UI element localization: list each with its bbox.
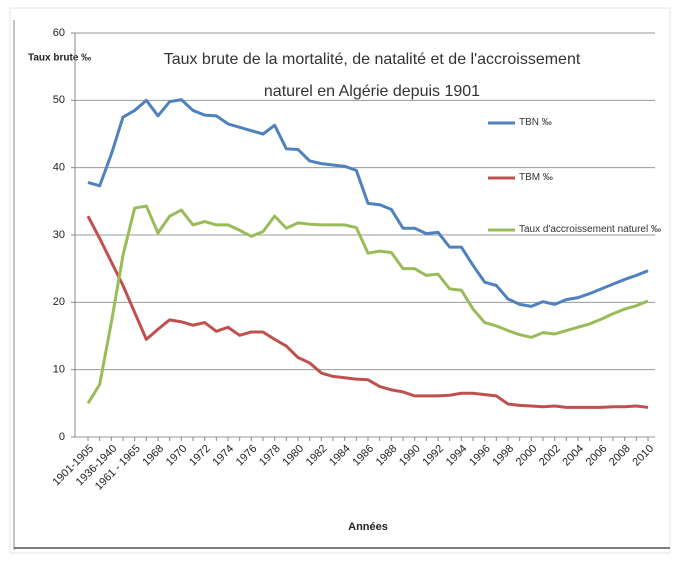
- chart-title: Taux brute de la mortalité, de natalité …: [164, 51, 581, 68]
- legend-label: Taux d'accroissement naturel ‰: [519, 224, 661, 235]
- legend-entry: TBN ‰: [519, 117, 552, 128]
- y-tick-label: 40: [53, 162, 65, 174]
- y-tick-label: 30: [53, 229, 65, 241]
- legend-entry: TBM ‰: [519, 172, 553, 183]
- legend-label: TBM ‰: [519, 172, 553, 183]
- series-line: [87, 98, 649, 308]
- y-tick-label: 20: [53, 296, 65, 308]
- y-tick-label: 10: [53, 364, 65, 376]
- y-tick-label: 60: [53, 27, 65, 39]
- chart-title: naturel en Algérie depuis 1901: [264, 83, 480, 100]
- y-tick-label: 50: [53, 94, 65, 106]
- series-line: [86, 215, 649, 409]
- legend-entry: Taux d'accroissement naturel ‰: [519, 224, 661, 235]
- series-line: [86, 204, 649, 405]
- y-axis-label: Taux brute ‰: [28, 53, 91, 64]
- x-axis-label: Années: [348, 521, 388, 533]
- legend-label: TBN ‰: [519, 117, 552, 128]
- y-tick-label: 0: [59, 431, 65, 443]
